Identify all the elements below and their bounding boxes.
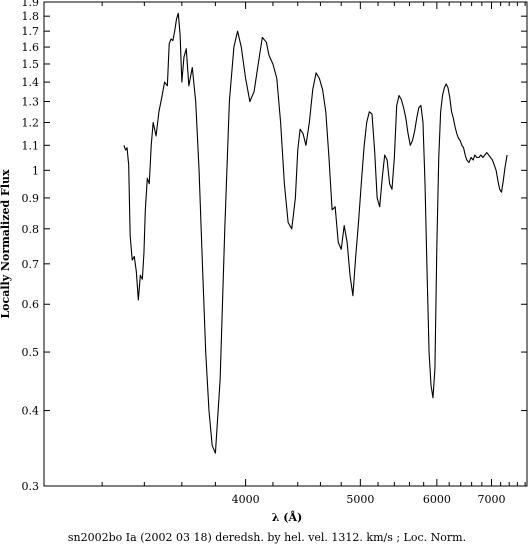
y-tick-label: 0.7 [22,258,40,271]
y-tick-label: 1.6 [22,41,40,54]
x-tick-label: 6000 [423,493,451,506]
y-axis-label: Locally Normalized Flux [0,169,12,319]
x-tick-label: 5000 [346,493,374,506]
y-tick-label: 0.5 [22,346,40,359]
x-axis: 4000 5000 6000 7000 [101,2,526,506]
y-tick-label: 1.3 [22,96,40,109]
plot-frame [43,1,528,487]
x-tick-label: 7000 [477,493,505,506]
y-tick-label: 1.8 [22,10,40,23]
y-tick-label: 0.8 [22,223,40,236]
y-tick-label: 1.2 [22,116,40,129]
y-tick-label: 1.9 [22,0,40,9]
y-tick-label: 1 [32,164,39,177]
y-tick-label: 0.3 [22,480,40,493]
y-tick-label: 0.4 [22,405,40,418]
x-tick-label: 4000 [232,493,260,506]
y-tick-label: 1.7 [22,25,40,38]
chart-caption: sn2002bo Ia (2002 03 18) deredsh. by hel… [68,531,466,544]
y-tick-label: 0.9 [22,192,40,205]
flux-series-line [123,12,508,454]
y-axis: 0.3 0.4 0.5 0.6 0.7 0.8 0.9 1 1.1 1.2 1.3 1.4 1.5 1.6… [22,0,527,493]
y-tick-label: 1.1 [22,139,40,152]
x-axis-label: λ (Å) [272,510,303,524]
y-tick-label: 1.5 [22,58,40,71]
y-tick-label: 1.4 [22,76,40,89]
y-tick-label: 0.6 [22,298,40,311]
